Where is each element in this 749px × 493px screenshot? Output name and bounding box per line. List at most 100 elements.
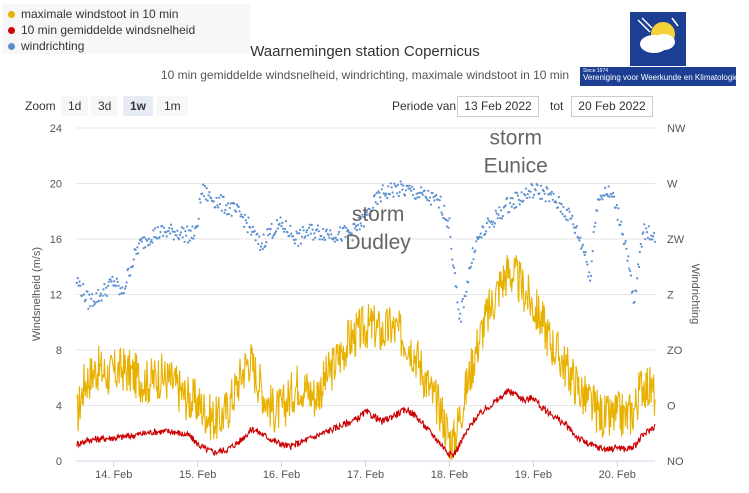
legend-item-avg-speed[interactable]: 10 min gemiddelde windsnelheid: [8, 22, 195, 38]
direction-point: [450, 247, 453, 250]
direction-point: [406, 185, 409, 188]
zoom-1d-button[interactable]: 1d: [61, 96, 89, 116]
direction-point: [254, 239, 257, 242]
direction-point: [645, 231, 649, 234]
zoom-3d-button[interactable]: 3d: [91, 96, 119, 116]
direction-point: [314, 236, 317, 239]
direction-point: [561, 212, 564, 215]
direction-point: [514, 191, 517, 194]
direction-point: [103, 283, 106, 286]
direction-point: [282, 227, 285, 230]
direction-point: [181, 236, 184, 239]
direction-point: [95, 292, 98, 295]
x-tick-label: 17. Feb: [347, 469, 384, 481]
direction-point: [333, 240, 336, 243]
direction-point: [107, 280, 110, 283]
direction-point: [460, 300, 464, 303]
direction-point: [570, 217, 573, 220]
direction-point: [524, 187, 528, 190]
direction-point: [278, 222, 281, 225]
direction-point: [637, 263, 640, 266]
y-tick-label: 16: [50, 234, 62, 246]
direction-point: [158, 236, 161, 239]
direction-point: [607, 185, 610, 188]
direction-point: [253, 229, 256, 233]
direction-point: [124, 285, 127, 288]
direction-point: [578, 239, 581, 242]
direction-point: [357, 216, 360, 219]
direction-point: [577, 237, 580, 240]
zoom-1w-button[interactable]: 1w: [123, 96, 154, 116]
direction-point: [488, 226, 491, 229]
direction-point: [227, 202, 230, 205]
legend-marker: [8, 10, 15, 18]
direction-point: [162, 226, 166, 229]
x-tick-label: 20. Feb: [599, 469, 636, 481]
direction-point: [552, 192, 555, 195]
direction-point: [475, 240, 478, 243]
direction-point: [375, 191, 378, 195]
logo: Since 1974 Vereniging voor Weerkunde en …: [580, 12, 739, 86]
zoom-1m-button[interactable]: 1m: [157, 96, 188, 116]
direction-point: [540, 184, 543, 187]
direction-point: [442, 216, 445, 220]
direction-point: [149, 240, 152, 243]
y2-tick-label: O: [667, 401, 676, 413]
direction-point: [123, 287, 126, 290]
direction-point: [351, 239, 354, 242]
direction-point: [292, 238, 295, 241]
direction-point: [288, 234, 291, 237]
direction-point: [625, 247, 628, 250]
direction-point: [589, 274, 593, 277]
y-tick-label: 4: [56, 401, 62, 413]
direction-point: [243, 225, 246, 228]
direction-point: [612, 191, 615, 194]
direction-point: [431, 191, 434, 195]
direction-point: [171, 230, 174, 233]
direction-point: [316, 224, 319, 227]
direction-point: [359, 222, 362, 225]
direction-point: [146, 239, 149, 242]
direction-point: [516, 194, 520, 197]
direction-point: [365, 211, 368, 214]
direction-point: [401, 188, 404, 191]
direction-point: [323, 238, 327, 242]
direction-point: [257, 242, 260, 246]
direction-point: [81, 294, 84, 297]
direction-point: [244, 219, 247, 222]
direction-point: [344, 235, 347, 239]
direction-point: [229, 202, 232, 205]
direction-point: [573, 226, 576, 229]
direction-point: [110, 280, 113, 283]
direction-point: [504, 204, 507, 207]
direction-point: [499, 217, 502, 220]
direction-point: [256, 232, 259, 235]
direction-point: [519, 199, 522, 202]
direction-point: [478, 235, 481, 238]
direction-point: [539, 197, 542, 200]
y-axis-right: NO O ZO Z ZW W NW: [667, 123, 686, 468]
direction-point: [276, 227, 279, 230]
direction-point: [544, 200, 547, 203]
direction-point: [178, 238, 181, 241]
direction-point: [582, 250, 585, 254]
direction-point: [581, 245, 584, 248]
legend-item-direction[interactable]: windrichting: [8, 38, 84, 54]
direction-point: [437, 206, 440, 209]
logo-band: Since 1974 Vereniging voor Weerkunde en …: [580, 67, 739, 86]
direction-point: [154, 227, 157, 230]
direction-point: [169, 232, 172, 235]
direction-point: [101, 294, 104, 297]
direction-point: [302, 229, 305, 232]
legend-item-max-gust[interactable]: maximale windstoot in 10 min: [8, 6, 178, 22]
direction-point: [323, 236, 326, 239]
direction-point: [239, 215, 242, 218]
direction-point: [203, 184, 206, 188]
direction-point: [258, 235, 261, 238]
direction-point: [355, 224, 358, 228]
direction-point: [555, 201, 558, 204]
period-to-input[interactable]: 20 Feb 2022: [571, 96, 653, 117]
direction-point: [464, 295, 467, 298]
period-from-input[interactable]: 13 Feb 2022: [457, 96, 539, 117]
direction-point: [647, 225, 650, 228]
